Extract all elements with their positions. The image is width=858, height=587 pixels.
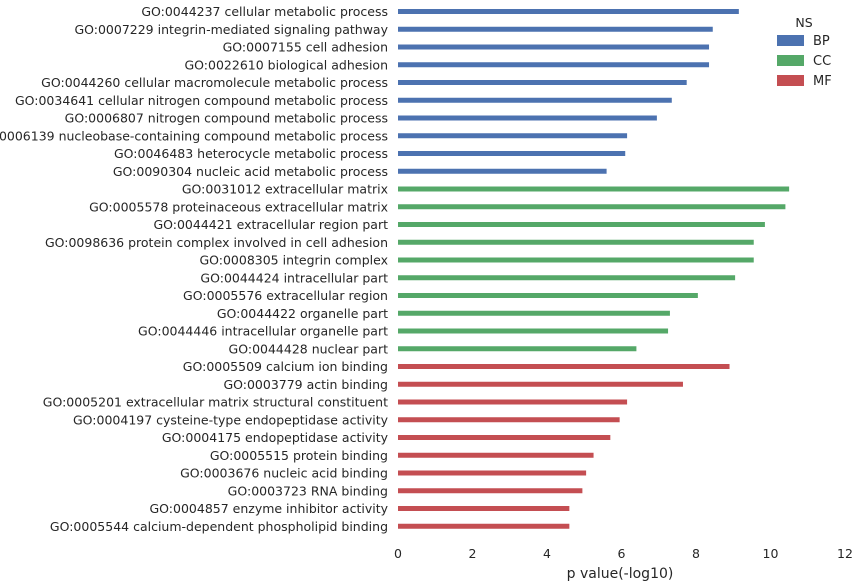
bar-cc bbox=[398, 239, 754, 245]
category-label: GO:0005515 protein binding bbox=[210, 448, 388, 463]
bar-bp bbox=[398, 80, 687, 85]
category-label: GO:0090304 nucleic acid metabolic proces… bbox=[113, 164, 388, 179]
bar-mf bbox=[398, 470, 587, 476]
bar-bp bbox=[398, 168, 607, 174]
category-label: GO:0005576 extracellular region bbox=[183, 288, 388, 303]
bar-mf bbox=[398, 506, 570, 511]
bar-bp bbox=[398, 26, 713, 32]
bar-cc bbox=[398, 293, 698, 298]
category-label: GO:0006139 nucleobase-containing compoun… bbox=[0, 128, 388, 143]
legend-items: BP CC MF bbox=[777, 34, 832, 89]
category-label: GO:0005544 calcium-dependent phospholipi… bbox=[50, 519, 388, 534]
x-tick-label: 8 bbox=[692, 546, 700, 561]
bar-cc bbox=[398, 346, 637, 352]
legend-label-cc: CC bbox=[813, 54, 831, 69]
x-tick-label: 10 bbox=[763, 546, 779, 561]
category-label: GO:0005509 calcium ion binding bbox=[183, 359, 388, 374]
category-label: GO:0046483 heterocycle metabolic process bbox=[114, 146, 388, 161]
category-label: GO:0034641 cellular nitrogen compound me… bbox=[15, 93, 388, 108]
bar-cc bbox=[398, 186, 790, 192]
legend-swatch-bp bbox=[777, 35, 804, 46]
legend-label-bp: BP bbox=[813, 34, 830, 49]
bar-mf bbox=[398, 417, 620, 423]
category-labels: GO:0044237 cellular metabolic process GO:… bbox=[0, 4, 389, 534]
bar-cc bbox=[398, 204, 786, 210]
x-tick-label: 6 bbox=[618, 546, 626, 561]
category-label: GO:0007155 cell adhesion bbox=[223, 40, 388, 55]
legend-swatch-cc bbox=[777, 55, 804, 66]
x-tick-label: 12 bbox=[837, 546, 853, 561]
bar-bp bbox=[398, 151, 626, 156]
bar-bp bbox=[398, 62, 710, 68]
category-label: GO:0044421 extracellular region part bbox=[153, 217, 388, 232]
category-label: GO:0003779 actin binding bbox=[223, 377, 388, 392]
category-label: GO:0044428 nuclear part bbox=[229, 341, 389, 356]
x-tick-label: 4 bbox=[543, 546, 551, 561]
legend-label-mf: MF bbox=[813, 74, 832, 89]
bar-mf bbox=[398, 399, 628, 405]
legend-swatch-mf bbox=[777, 75, 804, 86]
category-label: GO:0044422 organelle part bbox=[217, 306, 388, 321]
x-axis-title: p value(-log10) bbox=[567, 566, 674, 582]
bars-layer bbox=[398, 9, 790, 529]
x-tick-label: 2 bbox=[469, 546, 477, 561]
category-label: GO:0006807 nitrogen compound metabolic p… bbox=[65, 111, 388, 126]
bar-bp bbox=[398, 97, 672, 103]
category-label: GO:0005578 proteinaceous extracellular m… bbox=[89, 199, 388, 214]
category-label: GO:0004197 cysteine-type endopeptidase a… bbox=[73, 412, 389, 427]
category-label: GO:0031012 extracellular matrix bbox=[182, 182, 388, 197]
x-tick-label: 0 bbox=[394, 546, 402, 561]
category-label: GO:0044446 intracellular organelle part bbox=[138, 324, 388, 339]
bar-cc bbox=[398, 275, 736, 281]
bar-bp bbox=[398, 44, 710, 50]
bar-mf bbox=[398, 435, 611, 440]
category-label: GO:0044260 cellular macromolecule metabo… bbox=[41, 75, 388, 90]
bar-cc bbox=[398, 310, 670, 316]
category-label: GO:0004857 enzyme inhibitor activity bbox=[149, 501, 388, 516]
bar-mf bbox=[398, 364, 730, 369]
bar-bp bbox=[398, 115, 657, 121]
bar-bp bbox=[398, 9, 739, 14]
category-label: GO:0004175 endopeptidase activity bbox=[162, 430, 389, 445]
bar-mf bbox=[398, 488, 583, 494]
legend: NS BP CC MF bbox=[777, 15, 832, 89]
category-label: GO:0005201 extracellular matrix structur… bbox=[43, 395, 388, 410]
bar-cc bbox=[398, 222, 765, 227]
category-label: GO:0044237 cellular metabolic process bbox=[141, 4, 388, 19]
category-label: GO:0008305 integrin complex bbox=[199, 253, 388, 268]
bar-mf bbox=[398, 523, 570, 529]
bar-cc bbox=[398, 257, 754, 263]
category-label: GO:0098636 protein complex involved in c… bbox=[45, 235, 388, 250]
category-label: GO:0003676 nucleic acid binding bbox=[180, 466, 388, 481]
legend-title: NS bbox=[795, 15, 812, 30]
x-axis-ticks: 0 2 4 6 8 10 12 bbox=[394, 546, 853, 561]
category-label: GO:0007229 integrin-mediated signaling p… bbox=[74, 22, 388, 37]
category-label: GO:0003723 RNA binding bbox=[228, 483, 388, 498]
bar-mf bbox=[398, 381, 683, 387]
category-label: GO:0044424 intracellular part bbox=[200, 270, 388, 285]
bar-cc bbox=[398, 328, 669, 334]
bar-bp bbox=[398, 133, 628, 139]
bar-mf bbox=[398, 452, 594, 458]
category-label: GO:0022610 biological adhesion bbox=[185, 57, 389, 72]
